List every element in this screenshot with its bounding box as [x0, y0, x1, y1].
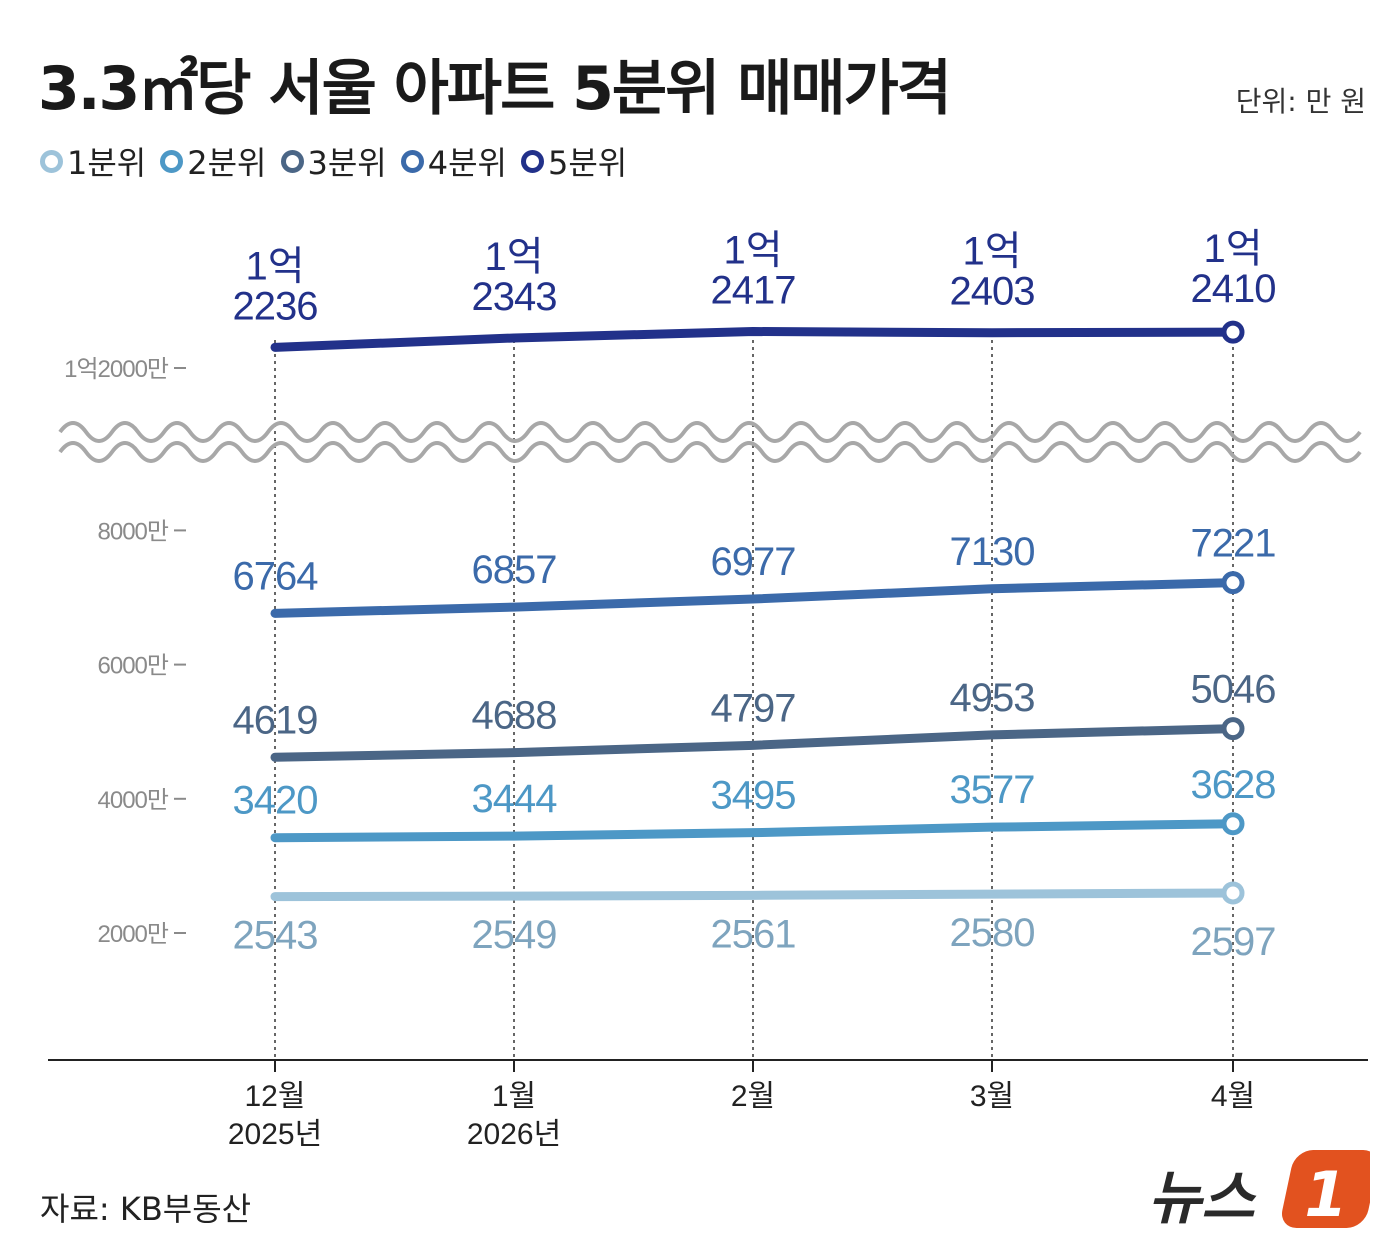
logo-mark-icon — [1281, 1150, 1370, 1228]
series-end-marker — [1221, 571, 1245, 595]
legend-marker-icon — [40, 149, 63, 173]
series-end-marker — [1221, 717, 1245, 741]
series-line — [270, 578, 1238, 618]
legend-marker-icon — [400, 149, 424, 173]
y-tick-label: 6000만 — [98, 653, 169, 680]
y-tick-label: 4000만 — [98, 787, 169, 814]
series-line — [270, 327, 1238, 352]
legend-label: 1분위 — [67, 144, 147, 182]
data-label: 2343 — [472, 275, 557, 319]
y-tick-label: 2000만 — [98, 921, 169, 948]
source-note: 자료: KB부동산 — [40, 1190, 252, 1228]
data-label: 3444 — [472, 777, 558, 821]
series-line — [270, 724, 1238, 762]
data-label: 2236 — [233, 284, 318, 328]
x-tick-label: 3월 — [970, 1080, 1014, 1113]
data-label: 2417 — [711, 269, 796, 313]
data-label: 3577 — [950, 768, 1035, 812]
data-label: 2543 — [233, 914, 318, 958]
data-label: 4953 — [950, 676, 1035, 720]
legend-item-q4: 4분위 — [400, 138, 507, 184]
data-label: 2549 — [472, 913, 557, 957]
x-tick-label: 1월 — [492, 1080, 536, 1113]
data-label: 1억 — [962, 230, 1021, 274]
x-tick-year-label: 2025년 — [228, 1118, 322, 1151]
legend-item-q1: 1분위 — [40, 138, 146, 184]
data-label: 3495 — [711, 774, 796, 818]
data-label: 6857 — [472, 548, 557, 592]
axis-break-wave — [58, 441, 1362, 463]
x-tick-label: 4월 — [1211, 1080, 1255, 1113]
y-tick-label: 1억2000만 — [64, 356, 169, 383]
legend-item-q5: 5분위 — [521, 138, 627, 184]
logo-mark-text: 1 — [1304, 1158, 1347, 1231]
axis-break-wave — [58, 421, 1362, 443]
data-label: 5046 — [1191, 668, 1276, 712]
data-label: 7221 — [1191, 522, 1276, 566]
page-title: 3.3㎡당 서울 아파트 5분위 매매가격 — [38, 54, 952, 124]
legend: 1분위 2분위 3분위 4분위 5분위 — [40, 138, 627, 184]
series-end-marker — [1221, 881, 1245, 905]
logo-text: 뉴스 — [1148, 1164, 1257, 1232]
legend-item-q2: 2분위 — [160, 138, 267, 184]
unit-label: 단위: 만 원 — [1235, 85, 1366, 118]
legend-marker-icon — [160, 149, 184, 173]
legend-label: 5분위 — [548, 144, 628, 182]
data-label: 3628 — [1191, 763, 1276, 807]
data-label: 4688 — [472, 694, 557, 738]
legend-marker-icon — [521, 149, 544, 173]
legend-marker-icon — [280, 149, 304, 173]
series-end-marker — [1221, 320, 1245, 344]
data-label: 2597 — [1191, 920, 1276, 964]
data-label: 4619 — [233, 698, 318, 742]
data-label: 6764 — [233, 554, 319, 598]
legend-label: 3분위 — [307, 144, 387, 182]
data-label: 1억 — [1203, 227, 1262, 271]
legend-label: 4분위 — [427, 144, 507, 182]
data-label: 7130 — [950, 530, 1035, 574]
legend-item-q3: 3분위 — [280, 138, 387, 184]
x-tick-label: 2월 — [731, 1080, 775, 1113]
news1-logo: 뉴스 1 — [1148, 1150, 1370, 1232]
data-label: 6977 — [711, 540, 796, 584]
data-label: 2580 — [950, 911, 1035, 955]
data-label: 1억 — [245, 244, 304, 288]
data-label: 1억 — [484, 235, 543, 279]
series-end-marker — [1221, 812, 1245, 836]
data-label: 3420 — [233, 779, 318, 823]
series-line — [270, 888, 1238, 902]
series-line — [270, 819, 1238, 843]
data-label: 4797 — [711, 686, 796, 730]
data-label: 2410 — [1191, 267, 1276, 311]
x-tick-label: 12월 — [245, 1080, 306, 1113]
y-tick-label: 8000만 — [98, 518, 169, 545]
data-label: 1억 — [723, 229, 782, 273]
legend-label: 2분위 — [187, 144, 267, 182]
data-label: 2403 — [950, 270, 1035, 314]
data-label: 2561 — [711, 912, 796, 956]
x-tick-year-label: 2026년 — [467, 1118, 561, 1151]
